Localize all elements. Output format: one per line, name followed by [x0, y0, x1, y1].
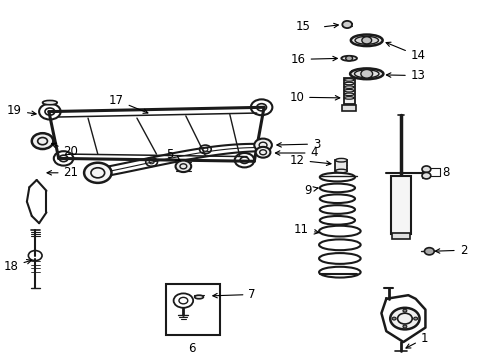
- Text: 18: 18: [4, 260, 31, 273]
- Ellipse shape: [341, 56, 356, 61]
- Circle shape: [391, 317, 395, 320]
- Circle shape: [175, 161, 191, 172]
- Text: 2: 2: [434, 244, 466, 257]
- Text: 5: 5: [166, 148, 180, 161]
- Text: 11: 11: [293, 223, 318, 236]
- Text: 16: 16: [290, 53, 337, 66]
- Ellipse shape: [42, 100, 57, 105]
- Text: 1: 1: [405, 332, 427, 348]
- Ellipse shape: [194, 295, 203, 299]
- Circle shape: [424, 248, 433, 255]
- Circle shape: [345, 56, 352, 61]
- Circle shape: [402, 309, 406, 312]
- Bar: [166, 284, 220, 335]
- Text: 20: 20: [52, 143, 78, 158]
- Text: 21: 21: [47, 166, 79, 179]
- Ellipse shape: [350, 35, 382, 46]
- Text: 13: 13: [386, 69, 425, 82]
- Bar: [343, 78, 354, 104]
- Ellipse shape: [335, 169, 346, 173]
- Circle shape: [402, 325, 406, 328]
- Text: 8: 8: [442, 166, 449, 179]
- Text: 9: 9: [304, 184, 317, 197]
- Circle shape: [360, 69, 372, 78]
- Ellipse shape: [335, 158, 346, 162]
- Circle shape: [32, 133, 53, 149]
- Bar: [335, 160, 346, 171]
- Circle shape: [421, 166, 430, 172]
- Text: 10: 10: [289, 91, 339, 104]
- Circle shape: [342, 21, 351, 28]
- Ellipse shape: [354, 36, 378, 44]
- Text: 17: 17: [108, 94, 147, 113]
- Circle shape: [413, 317, 417, 320]
- Circle shape: [421, 172, 430, 179]
- Text: 19: 19: [7, 104, 36, 117]
- Bar: [391, 233, 409, 239]
- Text: 14: 14: [386, 42, 425, 62]
- Text: 6: 6: [187, 342, 195, 355]
- Circle shape: [254, 139, 271, 152]
- Circle shape: [361, 37, 371, 44]
- Text: 7: 7: [212, 288, 255, 301]
- Circle shape: [84, 163, 111, 183]
- Circle shape: [255, 147, 270, 158]
- Text: 15: 15: [296, 21, 310, 33]
- Bar: [390, 176, 410, 234]
- Text: 4: 4: [275, 147, 317, 159]
- Text: 12: 12: [289, 154, 330, 167]
- Ellipse shape: [349, 68, 383, 79]
- Bar: [342, 105, 355, 111]
- Circle shape: [389, 308, 419, 329]
- Text: 3: 3: [276, 138, 320, 150]
